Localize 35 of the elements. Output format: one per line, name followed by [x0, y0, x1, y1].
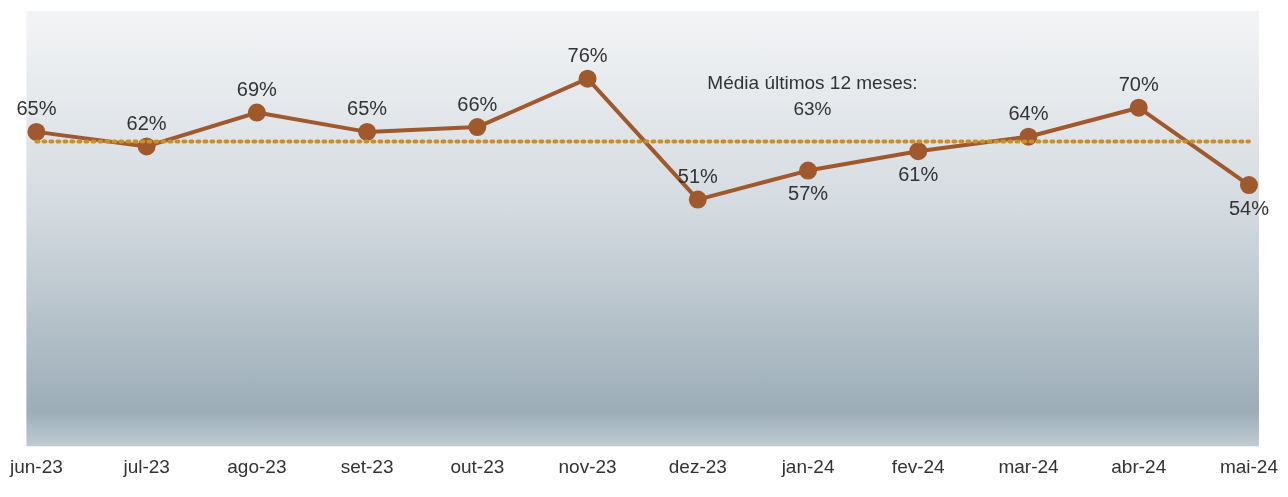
point: [688, 190, 707, 209]
data-label: 65%: [16, 97, 57, 120]
point: [1129, 98, 1148, 117]
x-tick-label: jan-24: [780, 455, 835, 477]
data-label: 61%: [898, 162, 939, 185]
x-tick-label: mai-24: [1219, 455, 1279, 477]
point: [247, 103, 266, 122]
data-label: 64%: [1008, 102, 1049, 125]
data-label: 70%: [1118, 73, 1159, 96]
data-label: 76%: [567, 44, 608, 67]
x-tick-label: nov-23: [558, 455, 617, 477]
data-label: 57%: [788, 182, 829, 205]
x-tick-label: set-23: [340, 455, 394, 477]
ref-line-label: Média últimos 12 meses: 63%: [707, 72, 918, 120]
data-label: 65%: [347, 97, 388, 120]
data-label: 69%: [236, 78, 278, 101]
point: [909, 142, 928, 161]
x-tick-label: ago-23: [227, 455, 287, 477]
data-label: 62%: [126, 111, 167, 134]
x-tick-label: jun-23: [8, 455, 63, 477]
data-label: 51%: [677, 165, 719, 188]
point: [1239, 176, 1258, 195]
data-label: 54%: [1228, 196, 1270, 219]
x-tick-label: abr-24: [1111, 455, 1167, 477]
x-tick-label: out-23: [450, 455, 505, 477]
point: [799, 161, 818, 180]
point: [578, 69, 597, 88]
x-tick-label: dez-23: [668, 455, 727, 477]
point: [27, 122, 46, 141]
x-tick-label: jul-23: [122, 455, 170, 477]
data-label: 66%: [457, 92, 498, 115]
point: [468, 118, 487, 137]
point: [358, 122, 377, 141]
x-tick-label: mar-24: [998, 455, 1060, 477]
x-tick-label: fev-24: [891, 455, 946, 477]
